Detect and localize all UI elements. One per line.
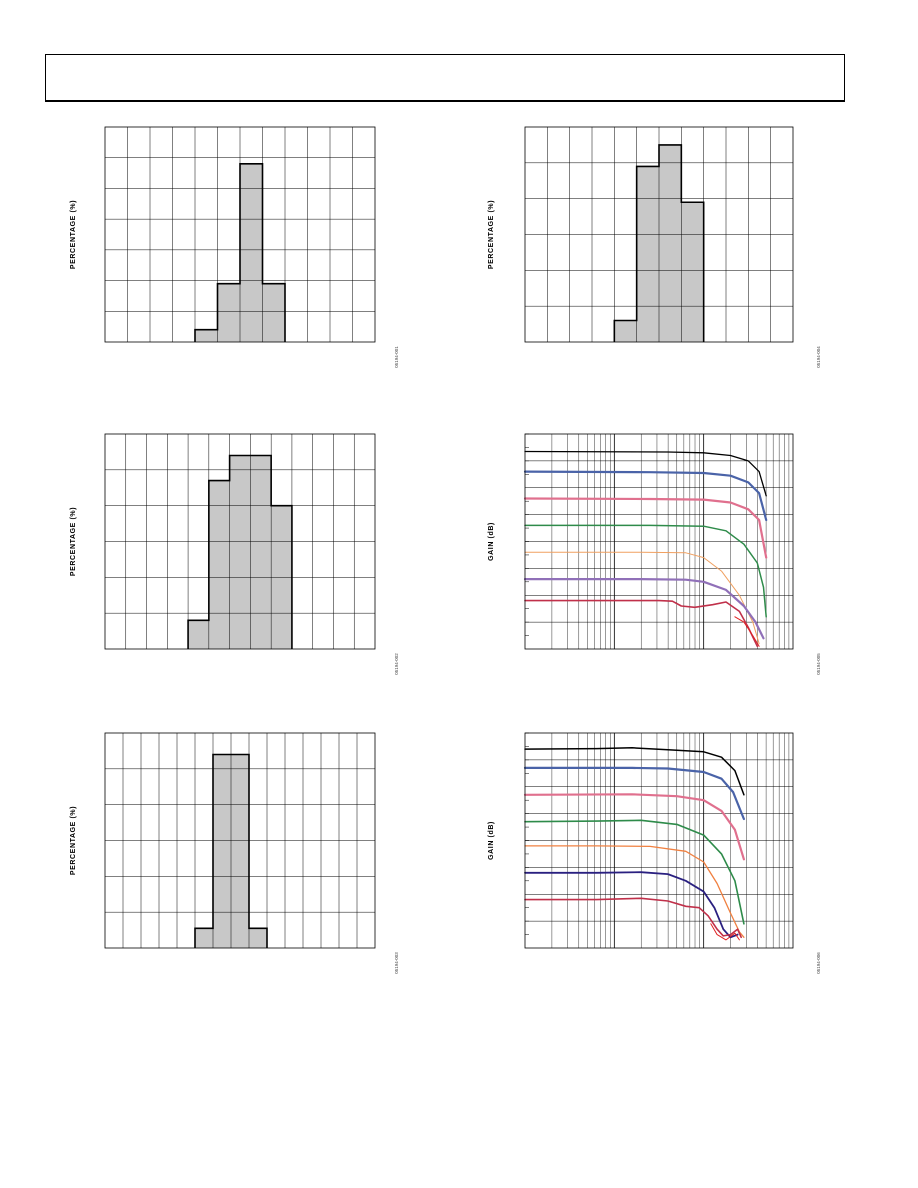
- gain-2-plot-frame: [524, 732, 794, 949]
- gain-1-series-8: [734, 616, 760, 647]
- hist-4-bar-outline: [613, 144, 705, 342]
- hist-1-bar: [262, 283, 285, 342]
- gain-2-series-1: [524, 747, 745, 796]
- gain-1-series-5: [524, 551, 760, 645]
- gain-2-series-7: [524, 897, 742, 939]
- hist-4-group: PERCENTAGE (%) 05194-004: [488, 126, 821, 368]
- gain-2-series-4: [524, 819, 745, 925]
- hist-4-bar: [614, 320, 637, 342]
- hist-4-y-axis-label: PERCENTAGE (%): [488, 200, 495, 269]
- hist-4-bar: [659, 144, 682, 342]
- gain-1-y-axis-label: GAIN (dB): [488, 522, 495, 561]
- hist-4-bar: [681, 202, 704, 342]
- hist-2-group: PERCENTAGE (%) 05194-002: [70, 433, 399, 675]
- hist-2-figure-id: 05194-002: [394, 653, 399, 675]
- hist-3-bar: [213, 754, 231, 948]
- gain-2-series-8: [710, 923, 740, 941]
- gain-2-y-axis-label: GAIN (dB): [488, 821, 495, 860]
- gain-1-group: GAIN (dB) 05194-005: [488, 433, 821, 675]
- hist-3-bar-outline: [194, 753, 268, 948]
- hist-1-bar: [240, 163, 263, 342]
- hist-4-bar: [636, 166, 659, 342]
- hist-1-figure-id: 05194-001: [394, 346, 399, 368]
- hist-2-bar: [250, 455, 272, 649]
- gain-1-series-1: [524, 450, 767, 497]
- hist-2-bar: [208, 480, 230, 649]
- hist-2-bar: [188, 620, 209, 649]
- gain-2-group: GAIN (dB) 05194-006: [488, 732, 821, 974]
- hist-1-y-axis-label: PERCENTAGE (%): [70, 200, 77, 269]
- hist-1-group: PERCENTAGE (%) 05194-001: [70, 126, 399, 368]
- hist-2-bar-outline: [187, 454, 293, 649]
- gain-1-series-3: [523, 497, 768, 559]
- gain-2-series-5: [524, 845, 745, 938]
- hist-1-plot-frame: [104, 126, 376, 343]
- hist-3-bar: [195, 928, 213, 948]
- hist-1-bar: [217, 283, 240, 342]
- hist-3-bar: [231, 754, 249, 948]
- gain-2-figure-id: 05194-006: [816, 952, 821, 974]
- hist-3-plot-frame: [104, 732, 376, 949]
- hist-3-figure-id: 05194-003: [394, 952, 399, 974]
- hist-3-group: PERCENTAGE (%) 05194-003: [70, 732, 399, 974]
- gain-1-series-6: [523, 578, 765, 640]
- hist-1-bar: [195, 329, 218, 342]
- hist-3-bar: [249, 928, 267, 948]
- gain-2-series-3: [523, 793, 745, 861]
- gain-1-series-4: [524, 524, 767, 618]
- gain-1-figure-id: 05194-005: [816, 653, 821, 675]
- hist-2-bar: [229, 455, 251, 649]
- hist-2-plot-frame: [104, 433, 376, 650]
- hist-4-figure-id: 05194-004: [816, 346, 821, 368]
- hist-2-y-axis-label: PERCENTAGE (%): [70, 507, 77, 576]
- hist-3-y-axis-label: PERCENTAGE (%): [70, 806, 77, 875]
- page-header-frame: [45, 54, 845, 102]
- gain-1-plot-frame: [524, 433, 794, 650]
- gain-2-series-2: [523, 766, 745, 821]
- gain-1-series-7: [524, 599, 759, 648]
- gain-1-series-2: [523, 470, 768, 522]
- hist-1-bar-outline: [194, 163, 286, 342]
- gain-2-series-6: [524, 871, 739, 939]
- hist-4-plot-frame: [524, 126, 794, 343]
